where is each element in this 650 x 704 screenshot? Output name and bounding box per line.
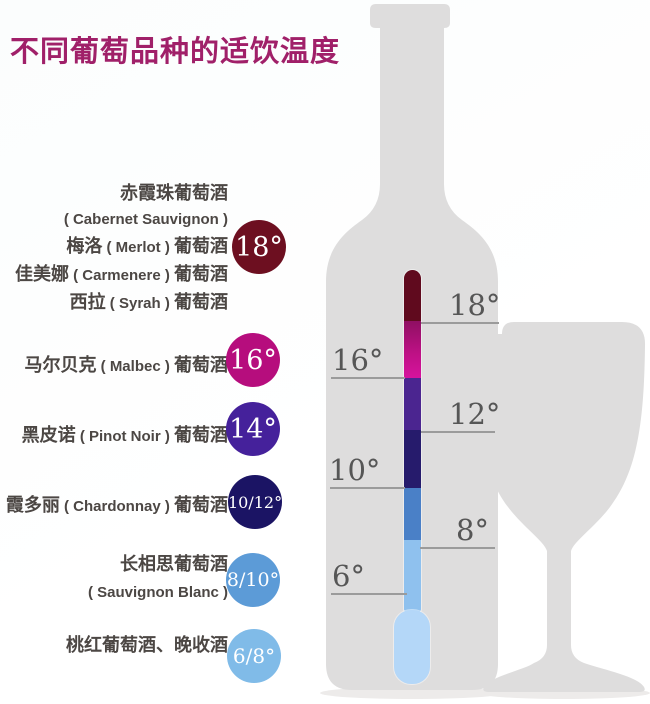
wine-name-rose-late-harvest: 桃红葡萄酒、晚收酒 bbox=[66, 635, 228, 655]
wine-name-sauvignon-blanc-zh: 长相思葡萄酒 bbox=[120, 554, 228, 574]
scale-label-8: 8° bbox=[456, 513, 489, 547]
page-title: 不同葡萄品种的适饮温度 bbox=[10, 36, 341, 68]
scale-label-12: 12° bbox=[449, 397, 501, 431]
temp-badge-16-label: 16° bbox=[229, 344, 277, 376]
scale-label-18: 18° bbox=[449, 288, 501, 322]
thermometer-segment-above-18 bbox=[404, 270, 421, 321]
wine-name-carmenere: 佳美娜 ( Carmenere ) 葡萄酒 bbox=[14, 264, 228, 284]
temp-badge-18-label: 18° bbox=[235, 231, 283, 263]
scale-line-10 bbox=[330, 487, 405, 489]
wine-name-cabernet-sauvignon-zh: 赤霞珠葡萄酒 bbox=[120, 183, 228, 203]
scale-label-10: 10° bbox=[329, 453, 381, 487]
thermometer-segment-12-16 bbox=[404, 378, 421, 430]
thermometer-segment-8-10 bbox=[404, 488, 421, 540]
temp-badge-6-8-label: 6/8° bbox=[232, 644, 276, 668]
thermometer-segment-16-18 bbox=[404, 321, 421, 378]
temp-badge-14: 14° bbox=[226, 402, 280, 456]
temp-badge-6-8: 6/8° bbox=[227, 629, 281, 683]
wine-name-syrah: 西拉 ( Syrah ) 葡萄酒 bbox=[69, 292, 228, 312]
scale-line-8 bbox=[420, 547, 495, 549]
wine-name-pinot-noir: 黑皮诺 ( Pinot Noir ) 葡萄酒 bbox=[21, 425, 228, 445]
thermometer-segment-10-12 bbox=[404, 430, 421, 488]
temp-badge-18: 18° bbox=[232, 220, 286, 274]
wine-name-sauvignon-blanc-en: ( Sauvignon Blanc ) bbox=[87, 584, 228, 601]
wine-name-cabernet-sauvignon-en: ( Cabernet Sauvignon ) bbox=[63, 211, 228, 228]
thermometer-stem bbox=[404, 270, 421, 612]
thermometer-segment-6-8 bbox=[404, 540, 421, 612]
wine-name-merlot: 梅洛 ( Merlot ) 葡萄酒 bbox=[66, 236, 228, 256]
temp-badge-16: 16° bbox=[226, 333, 280, 387]
scale-label-6: 6° bbox=[332, 559, 365, 593]
scale-line-16 bbox=[331, 377, 405, 379]
scale-line-18 bbox=[421, 322, 499, 324]
scale-label-16: 16° bbox=[332, 343, 384, 377]
temp-badge-14-label: 14° bbox=[229, 413, 277, 445]
temp-badge-10-12: 10/12° bbox=[228, 475, 282, 529]
temp-badge-8-10: 8/10° bbox=[226, 553, 280, 607]
thermometer-bulb bbox=[394, 610, 430, 684]
wine-name-chardonnay: 霞多丽 ( Chardonnay ) 葡萄酒 bbox=[5, 495, 228, 515]
temp-badge-8-10-label: 8/10° bbox=[226, 569, 280, 591]
wine-name-malbec: 马尔贝克 ( Malbec ) 葡萄酒 bbox=[24, 355, 228, 375]
scale-line-6 bbox=[331, 593, 407, 595]
wine-glass-silhouette bbox=[476, 322, 646, 692]
temp-badge-10-12-label: 10/12° bbox=[227, 492, 283, 512]
scale-line-12 bbox=[421, 431, 495, 433]
